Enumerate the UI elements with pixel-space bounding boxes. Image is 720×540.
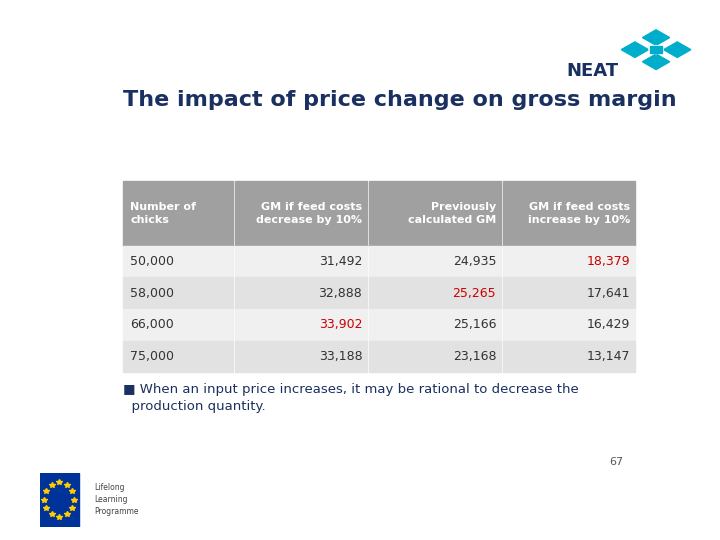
Bar [235,278,367,309]
Bar [650,46,662,53]
Polygon shape [642,30,670,45]
Polygon shape [649,45,664,54]
Text: 31,492: 31,492 [319,255,362,268]
Bar [503,278,635,309]
Text: 13,147: 13,147 [587,350,630,363]
Text: production quantity.: production quantity. [124,400,266,413]
Text: 67: 67 [609,457,623,467]
Bar [369,309,501,341]
Bar [369,181,501,246]
Bar [503,181,635,246]
Bar [235,246,367,278]
Text: 24,935: 24,935 [453,255,496,268]
Bar [235,309,367,341]
Bar [503,309,635,341]
Bar [503,246,635,278]
Bar [124,309,233,341]
Bar [369,278,501,309]
Text: 17,641: 17,641 [587,287,630,300]
Text: GM if feed costs
increase by 10%: GM if feed costs increase by 10% [528,202,630,225]
Text: Lifelong: Lifelong [94,483,125,492]
Bar [369,246,501,278]
Bar [124,246,233,278]
Bar [124,341,233,373]
Text: GM if feed costs
decrease by 10%: GM if feed costs decrease by 10% [256,202,362,225]
Bar [369,341,501,373]
Bar [124,181,233,246]
Text: 50,000: 50,000 [130,255,174,268]
Polygon shape [664,42,690,57]
Bar [235,181,367,246]
Text: Number of
chicks: Number of chicks [130,202,196,225]
Text: 33,188: 33,188 [319,350,362,363]
Text: Learning: Learning [94,495,127,504]
Text: 25,265: 25,265 [453,287,496,300]
Text: 75,000: 75,000 [130,350,174,363]
Text: 32,888: 32,888 [318,287,362,300]
Text: 33,902: 33,902 [319,319,362,332]
Text: 18,379: 18,379 [587,255,630,268]
Polygon shape [621,42,649,57]
Bar [124,278,233,309]
Bar [235,341,367,373]
Text: 66,000: 66,000 [130,319,174,332]
Text: 58,000: 58,000 [130,287,174,300]
Text: 16,429: 16,429 [587,319,630,332]
Bar [503,341,635,373]
Text: 25,166: 25,166 [453,319,496,332]
Bar [40,472,79,526]
Text: The impact of price change on gross margin: The impact of price change on gross marg… [124,90,677,110]
Text: ■ When an input price increases, it may be rational to decrease the: ■ When an input price increases, it may … [124,383,579,396]
Polygon shape [642,54,670,70]
Text: NEAT: NEAT [567,62,618,80]
Text: 23,168: 23,168 [453,350,496,363]
Text: Programme: Programme [94,507,138,516]
Text: Previously
calculated GM: Previously calculated GM [408,202,496,225]
